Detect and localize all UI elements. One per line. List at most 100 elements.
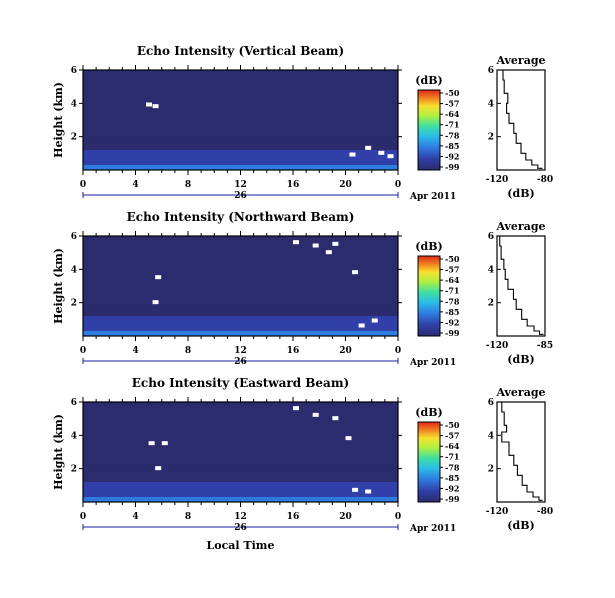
average-x-tick-label: -120 [486,175,509,185]
colorbar-tick-label: -50 [445,88,460,98]
colorbar-tick-label: -78 [445,296,460,306]
colorbar-label: (dB) [415,406,442,419]
data-gap [293,240,299,245]
average-frame [496,235,546,337]
x-tick-label: 20 [339,180,352,190]
x-tick-label: 12 [234,180,247,190]
x-tick-label: 0 [80,180,86,190]
x-tick-label: 16 [287,180,300,190]
echo-layer [83,497,398,502]
colorbar-tick-label: -85 [445,307,459,317]
colorbar-tick-label: -92 [445,151,459,161]
colorbar-tick-label: -92 [445,483,459,493]
average-y-tick-label: 2 [488,299,494,309]
colorbar-tick-label: -57 [445,99,459,109]
day-label: 26 [234,357,247,367]
data-gap [345,436,352,441]
average-y-tick-label: 6 [488,66,494,76]
date-label: Apr 2011 [409,192,456,202]
average-x-tick-label: -80 [537,175,553,185]
x-tick-label: 8 [185,180,191,190]
data-gap [152,104,159,109]
x-tick-label: 12 [234,512,247,522]
colorbar [417,89,441,171]
colorbar-tick-label: -85 [445,473,459,483]
data-gap [312,412,319,417]
y-tick-label: 4 [71,99,77,109]
average-title: Average [495,220,545,233]
colorbar-tick-label: -50 [445,420,460,430]
day-label: 26 [234,191,247,201]
x-tick-label: 4 [132,346,138,356]
average-profile-line [499,236,544,335]
colorbar-tick-label: -99 [445,162,460,172]
average-y-tick-label: 6 [488,398,494,408]
x-tick-label: 20 [339,512,352,522]
data-gap [312,243,319,248]
y-axis-label: Height (km) [52,248,65,324]
panel-title: Echo Intensity (Vertical Beam) [137,44,344,58]
average-x-label: (dB) [507,353,534,366]
average-y-tick-label: 6 [488,232,494,242]
colorbar-tick-label: -99 [445,328,460,338]
panel-title: Echo Intensity (Northward Beam) [127,210,355,224]
average-x-tick-label: -120 [486,507,509,517]
average-y-tick-label: 4 [488,265,494,275]
echo-layer [83,331,398,336]
y-tick-label: 4 [71,431,77,441]
data-gap [155,466,162,471]
x-tick-label: 0 [80,346,86,356]
data-gap [332,241,339,246]
date-label: Apr 2011 [409,524,456,534]
colorbar-tick-label: -50 [445,254,460,264]
x-tick-label: 8 [185,512,191,522]
x-tick-label: 16 [287,346,300,356]
x-axis-label: Local Time [207,539,275,552]
data-gap [325,250,332,255]
y-tick-label: 2 [71,299,77,309]
colorbar-tick-label: -64 [445,109,460,119]
average-y-tick-label: 2 [488,133,494,143]
y-tick-label: 2 [71,133,77,143]
data-gap [148,441,155,446]
colorbar-tick-label: -64 [445,275,460,285]
data-gap [349,152,356,157]
colorbar [417,421,441,503]
average-y-tick-label: 2 [488,465,494,475]
echo-layer [83,165,398,170]
colorbar-tick-label: -71 [445,452,459,462]
data-gap [161,441,168,446]
average-y-tick-label: 4 [488,99,494,109]
data-gap [352,270,359,275]
data-gap [378,150,385,155]
panel-title: Echo Intensity (Eastward Beam) [132,376,349,390]
data-gap [371,318,378,323]
data-gap [293,406,299,411]
colorbar-tick-label: -71 [445,120,459,130]
panel-1: Echo Intensity (Vertical Beam) 2 4 6 Height … [52,44,553,202]
x-tick-label: 4 [132,180,138,190]
data-gap [155,275,162,280]
average-x-label: (dB) [507,187,534,200]
colorbar-tick-label: -71 [445,286,459,296]
y-tick-label: 6 [71,66,77,76]
colorbar-tick-label: -57 [445,265,459,275]
colorbar-tick-label: -78 [445,462,460,472]
average-title: Average [495,386,545,399]
average-x-tick-label: -120 [486,341,509,351]
y-tick-label: 6 [71,232,77,242]
panel-3: Echo Intensity (Eastward Beam) 2 4 6 Height … [52,376,553,552]
colorbar-label: (dB) [415,240,442,253]
x-tick-label: 8 [185,346,191,356]
y-tick-label: 6 [71,398,77,408]
average-title: Average [495,54,545,67]
average-x-tick-label: -85 [537,341,553,351]
x-tick-label: 4 [132,512,138,522]
colorbar-tick-label: -78 [445,130,460,140]
day-label: 26 [234,523,247,533]
colorbar-tick-label: -57 [445,431,459,441]
x-tick-label: 0 [395,180,401,190]
data-gap [352,487,359,492]
y-axis-label: Height (km) [52,82,65,158]
